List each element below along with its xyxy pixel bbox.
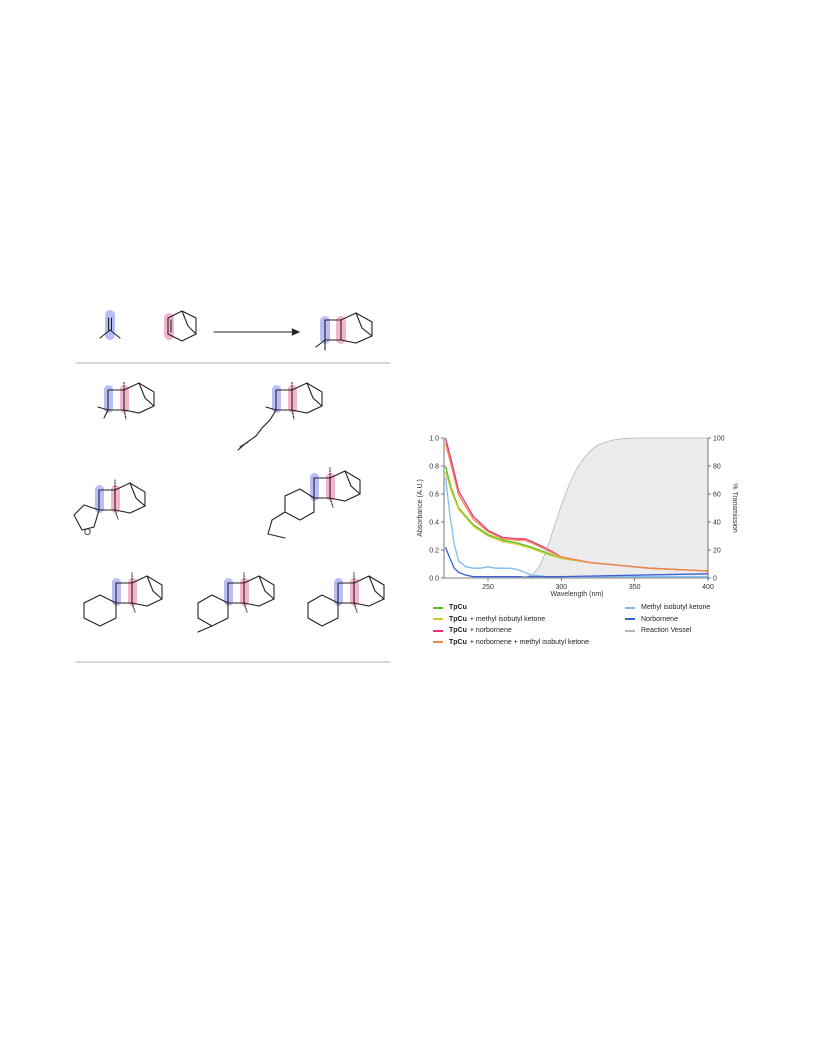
legend-label-bold: TpCu: [449, 604, 467, 611]
uv-vis-chart: 0.0 0.2 0.4 0.6 0.8 1.0 0 20 40 60 80 100 250 300 350 4…: [417, 436, 738, 599]
legend-swatch: [625, 606, 635, 609]
product-2: [237, 380, 323, 451]
y2-tick-label: 100: [713, 436, 725, 443]
x-axis-label: Wavelength (nm): [550, 591, 603, 598]
product-1: [97, 380, 155, 420]
x-tick-label: 350: [629, 584, 641, 591]
series-group: [444, 437, 709, 579]
y2-tick-label: 0: [713, 576, 717, 583]
legend-item: Norbornene: [625, 616, 678, 623]
legend-swatch: [625, 629, 635, 632]
x-tick-label: 250: [482, 584, 494, 591]
series-tpcu-norbornene-methyl-isobutyl-ketone: [444, 443, 709, 572]
legend-swatch: [433, 606, 443, 609]
reaction-scheme: O: [73, 310, 391, 663]
legend-swatch: [433, 629, 443, 632]
legend-item: TpCu: [433, 604, 470, 611]
chart-legend: TpCu TpCu + methyl isobutyl ketone TpCu + no…: [433, 604, 733, 652]
y-tick-label: 0.0: [429, 576, 439, 583]
legend-label: Norbornene: [641, 615, 678, 623]
product-5: [83, 572, 163, 627]
y2-tick-label: 40: [713, 520, 721, 527]
product-7: [307, 572, 385, 627]
x-tick-label: 300: [555, 584, 567, 591]
legend-swatch: [433, 618, 443, 620]
series-fill-reaction-vessel: [517, 438, 708, 578]
oxygen-atom-label: O: [84, 527, 91, 537]
x-tick-label: 400: [702, 584, 714, 591]
legend-label: Methyl isobutyl ketone: [641, 604, 711, 611]
reaction-vessel-fill: [517, 438, 708, 578]
legend-item: Reaction Vessel: [625, 627, 691, 634]
product-cyclobutane: [315, 312, 373, 351]
reagent-norbornene: [164, 310, 197, 342]
y-tick-label: 0.8: [429, 464, 439, 471]
y-axis-label: Absorbance (A.U.): [417, 479, 424, 537]
product-4: [267, 467, 361, 539]
y2-axis-label: % Transmission: [731, 483, 738, 533]
legend-item: TpCu + norbornene: [433, 627, 512, 634]
legend-item: TpCu + methyl isobutyl ketone: [433, 616, 545, 623]
legend-label-bold: TpCu: [449, 638, 467, 646]
y2-tick-label: 80: [713, 464, 721, 471]
legend-item: Methyl isobutyl ketone: [625, 604, 710, 611]
legend-label: + methyl isobutyl ketone: [469, 615, 546, 623]
series-reaction-vessel: [517, 437, 708, 579]
y-tick-label: 0.6: [429, 492, 439, 499]
legend-label-bold: TpCu: [449, 627, 467, 634]
legend-label: Reaction Vessel: [641, 627, 692, 634]
reaction-arrow: [213, 328, 301, 336]
legend-label-bold: TpCu: [449, 615, 467, 623]
y2-tick-label: 20: [713, 548, 721, 555]
legend-label: + norbornene: [469, 627, 512, 634]
y-tick-label: 1.0: [429, 436, 439, 443]
y-tick-label: 0.2: [429, 548, 439, 555]
product-6: [197, 572, 275, 633]
axes-group: 0.0 0.2 0.4 0.6 0.8 1.0 0 20 40 60 80 100 250 300 350 4…: [429, 436, 725, 592]
legend-swatch: [625, 618, 635, 620]
legend-label: + norbornene + methyl isobutyl ketone: [469, 638, 589, 646]
legend-swatch: [433, 641, 443, 643]
reagent-ketone: [99, 310, 121, 340]
series-norbornene: [444, 546, 709, 578]
product-3: [73, 479, 146, 531]
y-tick-label: 0.4: [429, 520, 439, 527]
y2-tick-label: 60: [713, 492, 721, 499]
legend-item: TpCu + norbornene + methyl isobutyl keton…: [433, 639, 589, 646]
